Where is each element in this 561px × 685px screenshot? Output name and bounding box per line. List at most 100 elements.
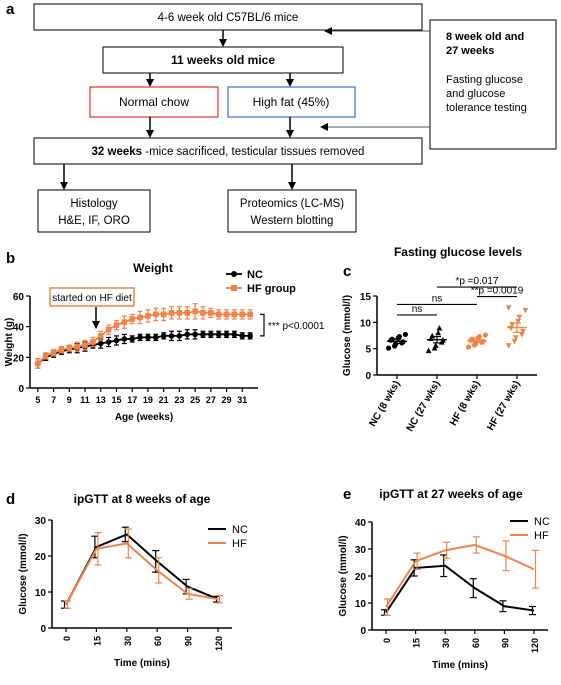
box-11-weeks [102, 46, 344, 74]
y-axis-label: Glucose (mmol/l) [338, 535, 349, 616]
series-0-point [129, 336, 136, 342]
series-1-point [82, 342, 88, 348]
group-3-point [511, 338, 518, 345]
y-tick-label: 20 [13, 353, 25, 364]
panel-label-c: c [343, 263, 351, 280]
series-0-point [215, 331, 222, 338]
box-proteomics [227, 189, 357, 233]
x-tick-label: 15 [111, 395, 121, 405]
series-0-point [231, 331, 238, 338]
series-0-point [239, 333, 246, 339]
y-tick-label: 20 [355, 572, 367, 583]
series-1-point [105, 326, 112, 333]
hf-start-label: started on HF diet [52, 293, 132, 304]
group-1-point [432, 342, 439, 348]
series-0-point [176, 333, 183, 339]
series-1-point [200, 310, 206, 316]
x-axis-label: Age (weeks) [115, 412, 173, 423]
x-tick-label: NC (27 wks) [405, 379, 443, 434]
legend-0-label: NC [247, 269, 263, 281]
legend-1-label: HF [534, 530, 549, 542]
box-32-weeks [33, 137, 423, 165]
box-high-fat-text: High fat (45%) [253, 95, 330, 109]
group-3-point [522, 307, 529, 314]
x-tick-label: 60 [471, 638, 481, 648]
y-tick-label: 10 [355, 599, 367, 610]
series-1-point [137, 314, 143, 321]
series-1-point [239, 311, 246, 318]
panel-label-a: a [6, 1, 15, 18]
series-0-point [208, 331, 214, 338]
x-tick-label: 30 [441, 638, 451, 648]
comparison-2-label: *p =0.017 [455, 276, 499, 287]
comparison-1-label: ns [432, 293, 443, 304]
series-1-point [113, 322, 120, 328]
box-11-weeks-text: 11 weeks old mice [171, 53, 275, 67]
x-tick-label: NC (8 wks) [368, 379, 403, 429]
box-histology-line2: H&E, IF, ORO [58, 215, 130, 227]
legend-1-label: HF [232, 538, 247, 550]
x-tick-label: 7 [51, 395, 56, 405]
group-3-point [508, 325, 514, 332]
chart-title: Weight [133, 261, 173, 275]
series-0-line [65, 533, 219, 606]
x-tick-label: 120 [214, 636, 224, 651]
series-1-point [160, 311, 167, 318]
series-1-point [50, 349, 57, 356]
series-1-point [192, 308, 198, 315]
x-tick-label: 25 [190, 395, 200, 405]
panel-label-e: e [343, 486, 351, 503]
x-tick-label: 17 [127, 395, 137, 405]
group-2-point [482, 332, 488, 338]
series-0-point [97, 340, 104, 347]
y-axis-label: Glucose (mmol/l) [18, 533, 29, 614]
y-tick-label: 30 [35, 516, 47, 527]
x-tick-label: 23 [174, 395, 184, 405]
series-1-line [385, 543, 535, 608]
series-1-point [208, 310, 214, 316]
comparison-0-label: ns [412, 304, 423, 315]
chart-fasting-glucose: Fasting glucose levels 0 5 10 15 Glucose (mmo… [342, 245, 537, 434]
y-tick-label: 15 [360, 292, 372, 303]
box-side-line2: 27 weeks [446, 45, 494, 57]
chart-title: ipGTT at 8 weeks of age [74, 492, 211, 506]
series-1-point [121, 319, 128, 325]
x-axis-label: Time (mins) [432, 660, 488, 671]
series-0-point [247, 333, 253, 339]
y-tick-label: 0 [365, 371, 371, 382]
box-starting-mice [33, 3, 423, 31]
group-1-point [435, 329, 442, 336]
legend-0-label: NC [534, 516, 550, 528]
box-side-line3: Fasting glucose [446, 74, 523, 86]
x-tick-label: 90 [184, 636, 194, 646]
chart-title: Fasting glucose levels [394, 245, 522, 259]
group-1-point [436, 325, 443, 331]
series-1-point [35, 360, 41, 367]
chart-ipgtt-27wk: ipGTT at 27 weeks of age 0 10 20 30 40 0 15 30 60… [338, 487, 550, 671]
group-0-point [396, 333, 402, 340]
box-histology [37, 189, 151, 233]
y-tick-label: 5 [365, 345, 371, 356]
box-proteomics-line2: Western blotting [251, 215, 334, 227]
significance-label: *** p<0.0001 [268, 321, 325, 332]
series-1-point [129, 316, 136, 322]
group-3-point [515, 318, 522, 325]
x-tick-label: 5 [35, 395, 40, 405]
box-32-weeks-text: 32 weeks -mice sacrificed, testicular ti… [92, 146, 365, 158]
group-3-point [505, 343, 512, 349]
group-3-point [512, 335, 519, 341]
series-1-point [215, 311, 222, 318]
box-starting-mice-text: 4-6 week old C57BL/6 mice [158, 12, 299, 24]
series-1-point [58, 346, 65, 353]
chart-title: ipGTT at 27 weeks of age [379, 487, 523, 501]
series-0-point [223, 331, 230, 338]
box-normal-chow [89, 86, 219, 118]
chart-ipgtt-8wk: ipGTT at 8 weeks of age 0 10 20 30 0 15 30 60 90 1… [18, 492, 248, 669]
y-axis-label: Glucose (mmol/l) [342, 295, 353, 376]
legend-0-label: NC [232, 524, 248, 536]
series-1-point [42, 353, 49, 359]
box-normal-chow-text: Normal chow [119, 95, 189, 109]
x-tick-label: 60 [153, 636, 163, 646]
y-tick-label: 0 [360, 626, 366, 637]
